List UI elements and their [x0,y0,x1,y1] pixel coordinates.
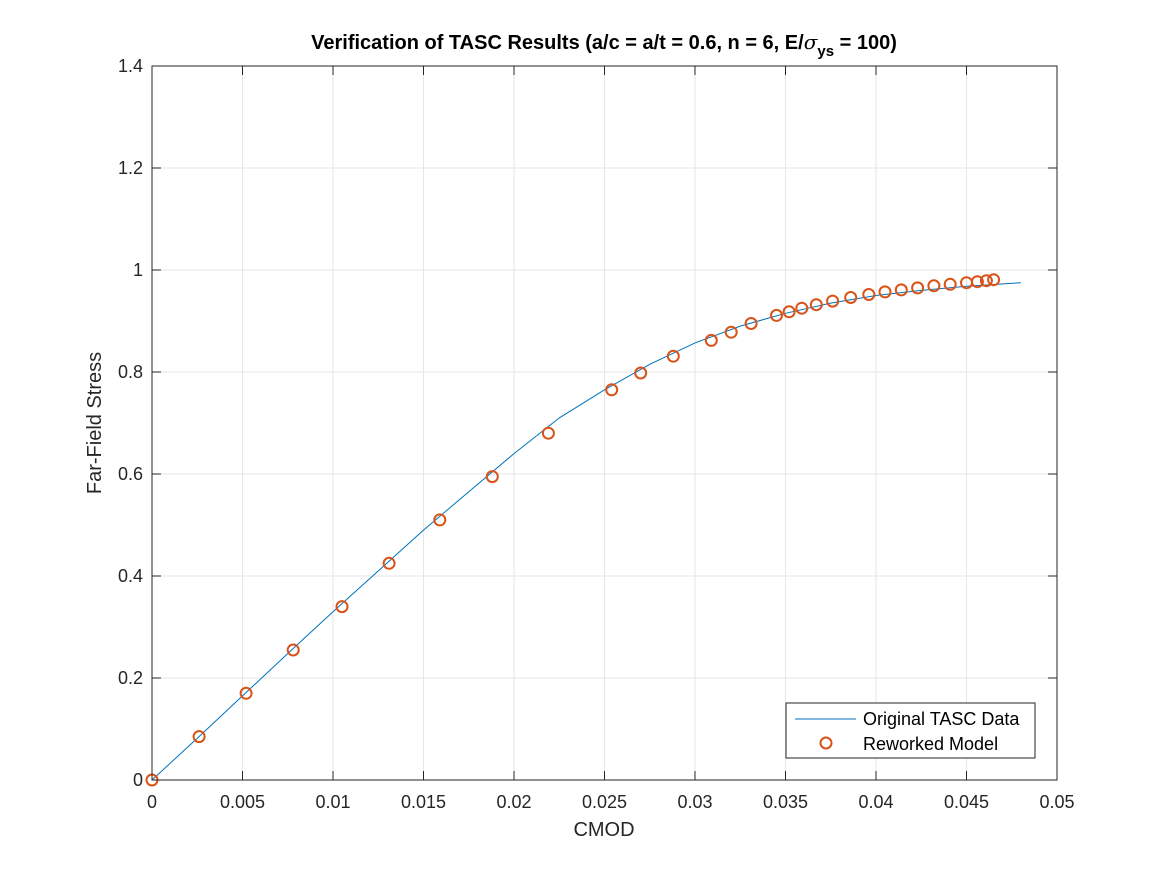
marker-reworked-model [943,277,957,291]
marker-reworked-model [987,273,1001,287]
marker-reworked-model [634,366,648,380]
x-tick-label: 0.01 [315,792,350,812]
marker-reworked-model [927,279,941,293]
y-tick-label: 0.2 [118,668,143,688]
marker-reworked-model [704,333,718,347]
x-tick-label: 0.035 [763,792,808,812]
marker-reworked-model [979,274,993,288]
x-tick-label: 0.05 [1039,792,1074,812]
legend-label-original: Original TASC Data [863,709,1020,729]
x-tick-label: 0.03 [677,792,712,812]
marker-reworked-model [911,281,925,295]
title-tail: = 100) [834,32,897,54]
marker-reworked-model [192,730,206,744]
marker-reworked-model [382,556,396,570]
y-tick-label: 0.6 [118,464,143,484]
y-tick-label: 1 [133,260,143,280]
series-original-tasc-data [151,282,1021,781]
axis-ticks [151,65,1058,781]
x-tick-label: 0.025 [582,792,627,812]
legend: Original TASC Data Reworked Model [785,702,1036,759]
marker-reworked-model [862,288,876,301]
title-sigma: σ [804,30,819,54]
marker-reworked-model [744,317,758,330]
marker-reworked-model [605,383,619,397]
y-tick-label: 0.4 [118,566,143,586]
title-main: Verification of TASC Results (a/c = a/t … [311,32,804,54]
marker-reworked-model [970,275,984,289]
legend-marker-swatch [819,736,833,750]
marker-reworked-model [826,294,840,308]
x-tick-label: 0.045 [944,792,989,812]
marker-reworked-model [894,283,908,297]
marker-reworked-model [239,686,253,700]
marker-reworked-model [666,349,680,363]
marker-reworked-model [286,643,300,657]
marker-reworked-model [485,470,499,484]
x-tick-label: 0.02 [496,792,531,812]
marker-reworked-model [335,600,349,614]
marker-reworked-model [770,308,783,322]
y-axis-label: Far-Field Stress [84,352,106,494]
y-tick-label: 1.2 [118,158,143,178]
y-tick-label: 1.4 [118,56,143,76]
x-tick-labels: 0 0.005 0.01 0.015 0.02 0.025 0.03 0.035 0.04 0.0… [147,792,1075,812]
marker-reworked-model [541,426,555,440]
y-tick-label: 0.8 [118,362,143,382]
y-tick-labels: 0 0.2 0.4 0.6 0.8 1 1.2 1.4 [118,56,143,790]
x-tick-label: 0 [147,792,157,812]
x-axis-label: CMOD [573,819,634,841]
marker-reworked-model [433,513,447,527]
marker-reworked-model [724,325,738,339]
marker-reworked-model [795,301,809,315]
line-original-tasc-data [151,282,1021,781]
y-tick-label: 0 [133,770,143,790]
x-tick-label: 0.005 [220,792,265,812]
legend-label-reworked: Reworked Model [863,734,998,754]
chart-title: Verification of TASC Results (a/c = a/t … [311,30,897,60]
marker-reworked-model [782,305,796,319]
title-subscript: ys [817,43,834,60]
x-tick-label: 0.04 [858,792,893,812]
x-tick-label: 0.015 [401,792,446,812]
marker-reworked-model [878,285,892,299]
series-reworked-model [145,273,1001,787]
marker-reworked-model [809,298,823,312]
marker-reworked-model [844,291,858,304]
